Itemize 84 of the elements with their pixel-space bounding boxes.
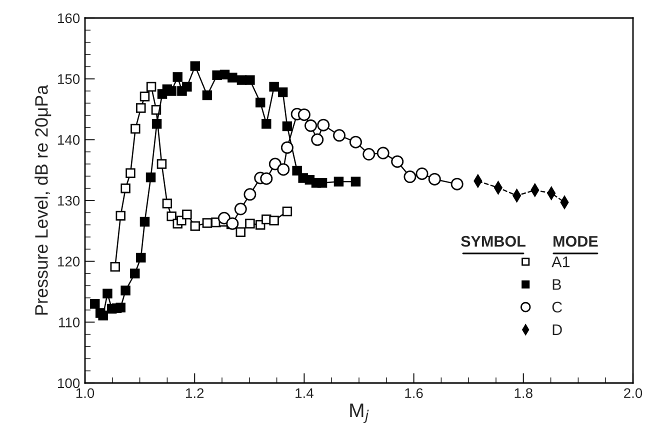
point — [228, 72, 238, 82]
y-tick-label: 120 — [58, 256, 80, 267]
point — [244, 188, 256, 201]
point — [172, 72, 182, 82]
point — [126, 168, 136, 178]
point — [226, 217, 239, 230]
point — [269, 82, 279, 92]
point — [120, 183, 130, 194]
point — [350, 176, 361, 187]
point — [234, 202, 247, 216]
point — [152, 118, 162, 129]
point — [236, 227, 246, 237]
point — [202, 90, 212, 100]
point — [140, 92, 150, 102]
y-tick-label: 150 — [58, 74, 80, 84]
annotation: MODE — [554, 236, 598, 247]
point — [404, 170, 416, 184]
point — [304, 119, 318, 132]
point — [90, 299, 100, 309]
point — [376, 146, 390, 160]
point — [140, 216, 150, 227]
x-tick-label: 1.6 — [405, 388, 423, 398]
legend-label: A1 — [552, 256, 570, 268]
point — [317, 118, 330, 132]
point — [116, 210, 126, 221]
legend-label: D — [552, 324, 562, 336]
y-tick-label: 110 — [59, 318, 80, 328]
point — [256, 98, 266, 108]
point — [317, 178, 328, 188]
point — [334, 176, 344, 187]
point — [116, 302, 126, 312]
point — [166, 86, 176, 96]
point — [156, 159, 167, 169]
point — [162, 198, 172, 208]
point — [136, 252, 146, 263]
point — [98, 310, 108, 320]
point — [391, 155, 404, 168]
point — [130, 268, 140, 278]
x-tick-label: 2.0 — [624, 388, 642, 398]
point — [245, 218, 255, 228]
point — [349, 136, 362, 148]
point — [182, 210, 192, 220]
point — [428, 172, 441, 186]
point — [190, 221, 200, 231]
point — [269, 216, 279, 226]
point — [260, 172, 273, 185]
point — [292, 166, 302, 176]
point — [146, 172, 156, 182]
point — [110, 262, 120, 272]
point — [280, 141, 294, 154]
point — [190, 61, 200, 71]
x-tick-label: 1.0 — [76, 388, 94, 398]
point — [202, 218, 212, 228]
point — [277, 163, 290, 176]
y-tick-label: 140 — [58, 135, 80, 145]
point — [130, 124, 140, 134]
point — [245, 75, 255, 85]
point — [450, 178, 464, 190]
point — [298, 108, 310, 121]
point — [278, 87, 288, 98]
point — [282, 206, 292, 216]
legend-label: C — [552, 302, 562, 313]
point — [416, 167, 428, 180]
point — [182, 82, 192, 92]
point — [362, 148, 376, 161]
point — [136, 103, 146, 113]
point — [146, 82, 156, 92]
annotation: SYMBOL — [461, 236, 526, 247]
legend-label: B — [552, 279, 561, 290]
y-tick-label: 100 — [58, 378, 80, 388]
point — [311, 133, 324, 146]
y-axis-title: Pressure Level, dB re 20μPa — [34, 84, 52, 315]
x-tick-label: 1.4 — [296, 388, 314, 398]
y-tick-label: 130 — [58, 196, 80, 206]
x-tick-label: 1.2 — [186, 388, 204, 398]
x-tick-label: 1.8 — [514, 388, 532, 398]
point — [166, 211, 176, 222]
point — [333, 129, 346, 142]
point — [282, 121, 292, 132]
point — [262, 118, 272, 129]
point — [102, 288, 112, 298]
y-tick-label: 160 — [58, 13, 80, 24]
point — [120, 286, 130, 296]
x-axis-title: M$_{j}$ — [350, 404, 369, 423]
